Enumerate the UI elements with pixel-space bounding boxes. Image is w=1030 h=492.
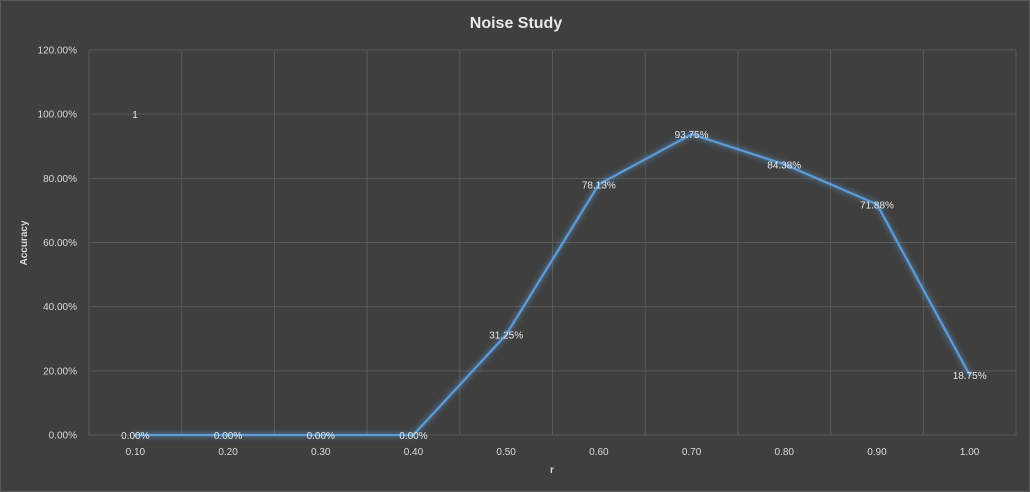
x-tick-label: 0.30 xyxy=(311,447,331,458)
data-point xyxy=(134,433,137,437)
y-tick-label: 60.00% xyxy=(43,238,77,249)
data-point xyxy=(968,373,971,377)
data-label: 71.88% xyxy=(860,200,894,211)
data-point xyxy=(412,433,415,437)
data-label: 18.75% xyxy=(953,371,987,382)
data-label: 0.00% xyxy=(307,431,335,442)
data-label: 0.00% xyxy=(214,431,242,442)
y-tick-label: 20.00% xyxy=(43,366,77,377)
data-label: 84.38% xyxy=(767,160,801,171)
y-tick-label: 120.00% xyxy=(38,46,78,57)
y-tick-label: 100.00% xyxy=(38,110,78,121)
gridlines xyxy=(88,49,1017,436)
y-axis-title: Accuracy xyxy=(19,220,30,265)
y-tick-label: 40.00% xyxy=(43,302,77,313)
data-label: 78.13% xyxy=(582,180,616,191)
chart-annotation: 1 xyxy=(132,110,138,121)
x-tick-label: 0.60 xyxy=(589,447,609,458)
data-point xyxy=(783,163,786,166)
data-label: 0.00% xyxy=(121,431,149,442)
series-line xyxy=(135,133,971,437)
y-tick-label: 0.00% xyxy=(49,431,77,442)
x-tick-label: 1.00 xyxy=(960,447,980,458)
data-point xyxy=(504,333,508,336)
chart-title: Noise Study xyxy=(470,15,563,32)
data-point xyxy=(319,433,322,437)
data-point xyxy=(690,133,693,136)
x-tick-label: 0.20 xyxy=(218,447,238,458)
x-tick-label: 0.70 xyxy=(682,447,702,458)
data-label: 93.75% xyxy=(675,130,709,141)
x-tick-label: 0.90 xyxy=(867,447,887,458)
data-point xyxy=(226,433,230,437)
x-axis-ticks: 0.10 0.20 0.30 0.40 0.50 0.60 0.70 0.80 0.90 1.00 xyxy=(126,447,980,458)
y-tick-label: 80.00% xyxy=(43,174,77,185)
data-label: 0.00% xyxy=(399,431,427,442)
x-tick-label: 0.80 xyxy=(775,447,795,458)
data-point xyxy=(875,203,879,206)
data-labels: 0.00% 0.00% 0.00% 0.00% 31.25% 78.13% 93.75% 84… xyxy=(121,130,987,442)
series-group xyxy=(134,133,971,437)
x-tick-label: 0.40 xyxy=(404,447,424,458)
data-point xyxy=(597,183,601,186)
x-tick-label: 0.50 xyxy=(496,447,516,458)
x-tick-label: 0.10 xyxy=(126,447,146,458)
x-axis-title: r xyxy=(550,465,554,476)
y-axis-ticks: 0.00% 20.00% 40.00% 60.00% 80.00% 100.00% 120.… xyxy=(38,46,78,442)
data-label: 31.25% xyxy=(489,331,523,342)
